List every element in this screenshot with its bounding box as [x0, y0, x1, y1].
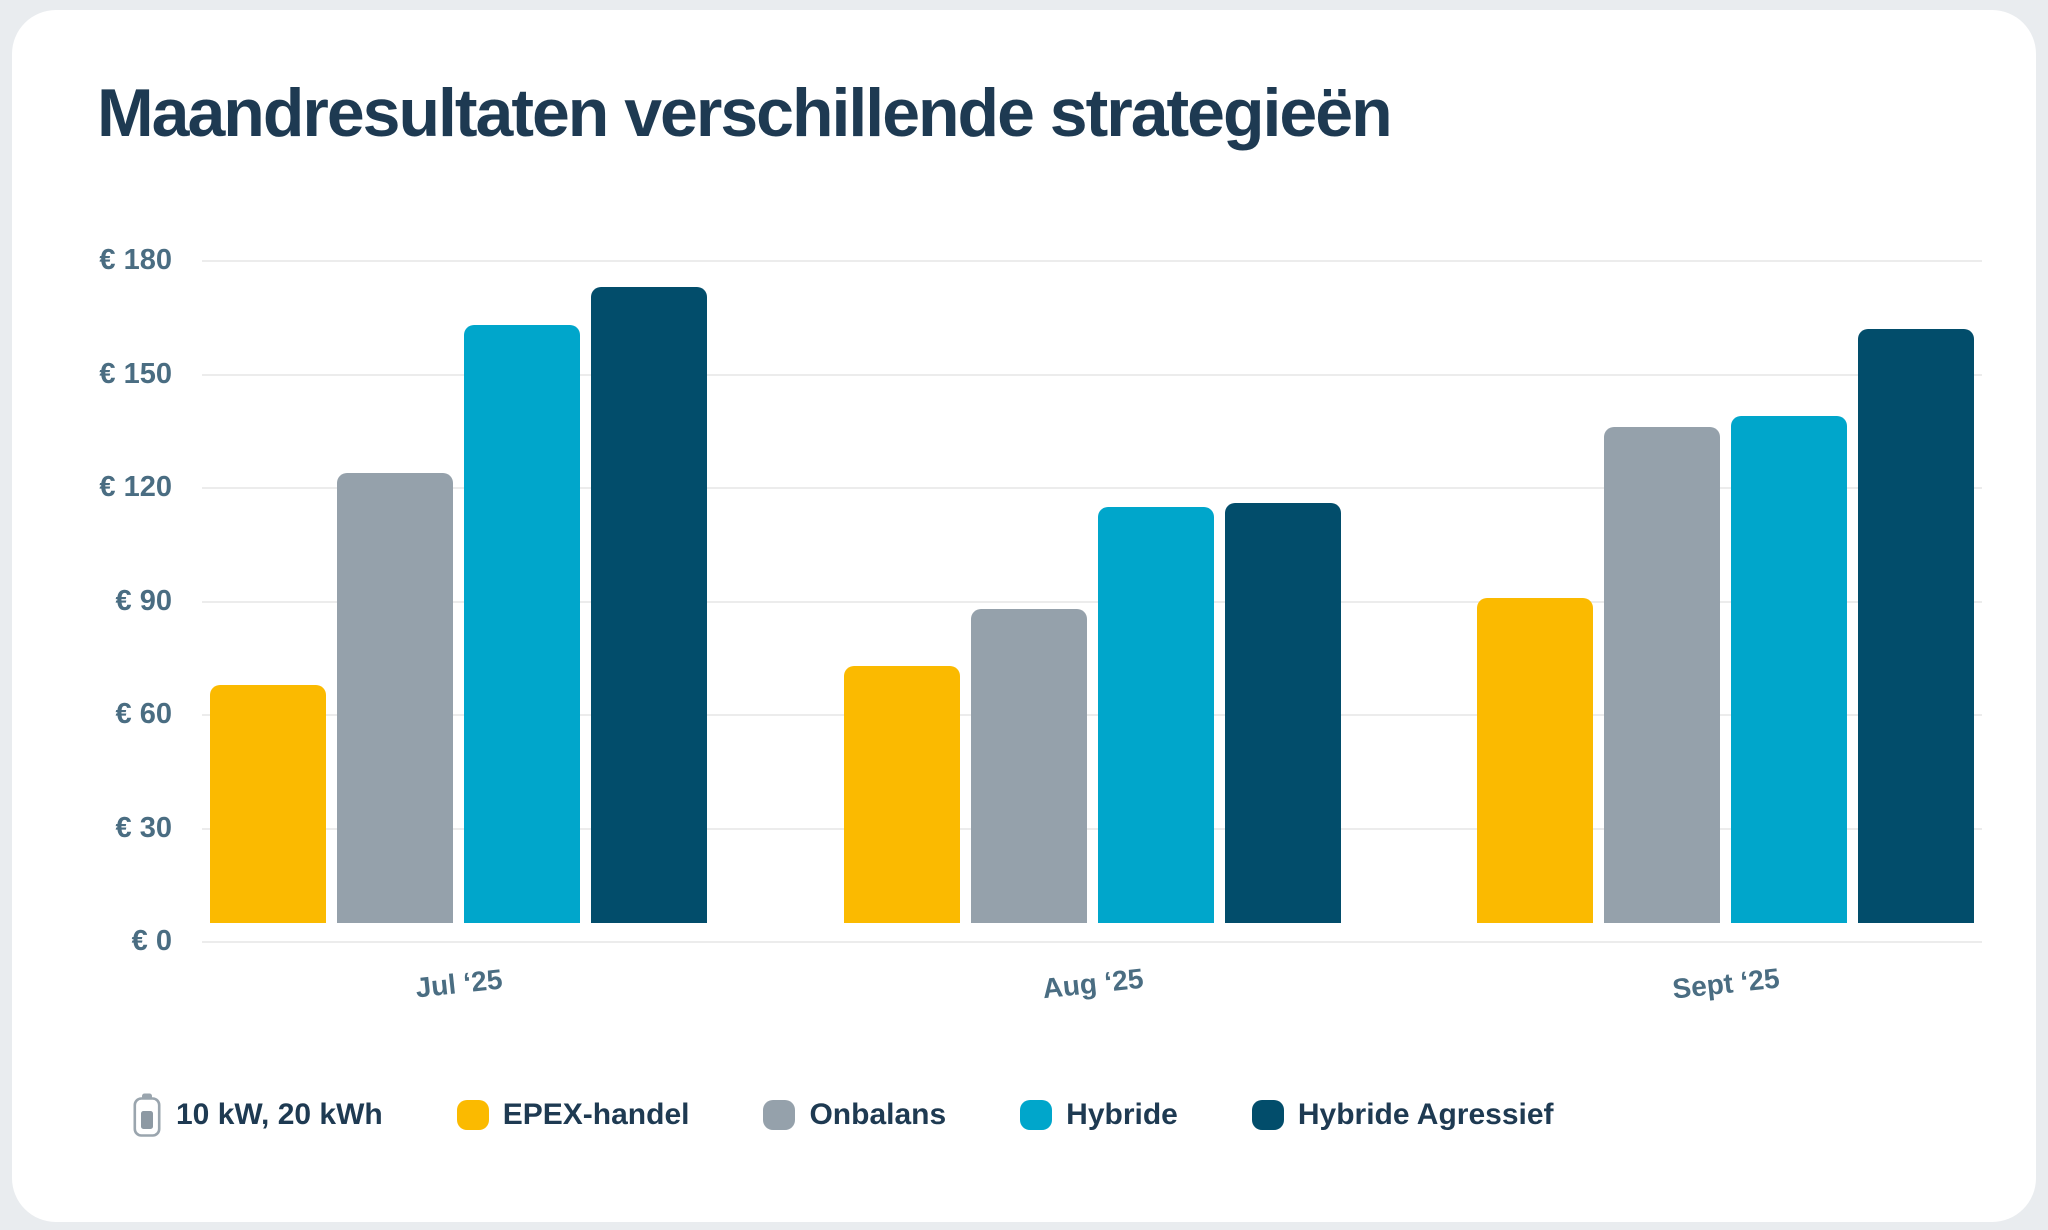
- legend-swatch: [763, 1100, 796, 1130]
- y-tick-label: € 30: [115, 811, 172, 844]
- x-tick-label: Jul ‘25: [413, 963, 504, 1004]
- y-tick-label: € 150: [99, 357, 172, 390]
- y-tick-label: € 60: [115, 698, 172, 730]
- bar-hybride-agressief[interactable]: [591, 287, 707, 923]
- bar-group-3: [1477, 329, 1974, 923]
- x-tick-label: Aug ‘25: [1040, 962, 1145, 1005]
- battery-icon: [133, 1093, 161, 1137]
- legend-item-hybride-agressief[interactable]: Hybride Agressief: [1251, 1098, 1554, 1132]
- gridline: [202, 373, 1982, 376]
- bar-group-1: [210, 287, 707, 923]
- battery-label: 10 kW, 20 kWh: [176, 1098, 383, 1131]
- bar-onbalans[interactable]: [971, 608, 1087, 923]
- legend-label: EPEX-handel: [502, 1098, 690, 1131]
- bar-hybride[interactable]: [1731, 416, 1847, 923]
- y-tick-label: € 120: [99, 471, 172, 503]
- x-tick-label: Sept ‘25: [1670, 962, 1781, 1005]
- bar-hybride-agressief[interactable]: [1858, 329, 1974, 923]
- bar-onbalans[interactable]: [1604, 427, 1720, 923]
- chart-card: Maandresultaten verschillende strategieë…: [12, 10, 2036, 1222]
- legend-item-epex-handel[interactable]: EPEX-handel: [456, 1098, 690, 1132]
- gridline: [202, 827, 1982, 830]
- y-tick-label: € 0: [131, 925, 172, 957]
- bar-hybride-agressief[interactable]: [1225, 503, 1341, 923]
- y-tick-label: € 90: [115, 584, 172, 617]
- legend-swatch: [1020, 1100, 1053, 1130]
- legend-swatch: [456, 1100, 489, 1130]
- legend-item-onbalans[interactable]: Onbalans: [763, 1098, 946, 1132]
- gridline: [202, 714, 1982, 716]
- chart-legend: 10 kW, 20 kWh EPEX-handel Onbalans Hybride…: [132, 1092, 1554, 1138]
- bar-epex-handel[interactable]: [210, 684, 326, 923]
- legend-label: Onbalans: [809, 1098, 947, 1131]
- battery-spec: 10 kW, 20 kWh: [132, 1092, 383, 1138]
- bar-chart: € 0 € 30 € 60 € 90 € 120 € 150 € 180 Jul ‘25 Au…: [12, 10, 2036, 1222]
- gridline: [202, 600, 1982, 603]
- legend-label: Hybride: [1066, 1098, 1178, 1131]
- bar-epex-handel[interactable]: [1477, 597, 1593, 923]
- bar-onbalans[interactable]: [337, 472, 453, 923]
- gridline: [202, 941, 1982, 943]
- gridline: [202, 487, 1982, 489]
- legend-swatch: [1251, 1100, 1284, 1130]
- gridline: [202, 260, 1982, 262]
- y-tick-label: € 180: [99, 244, 172, 276]
- chart-title: Maandresultaten verschillende strategieë…: [97, 75, 1393, 151]
- bar-epex-handel[interactable]: [844, 665, 960, 923]
- bar-group-2: [844, 503, 1341, 923]
- bar-hybride[interactable]: [464, 325, 580, 923]
- bar-hybride[interactable]: [1098, 506, 1214, 923]
- legend-label: Hybride Agressief: [1297, 1098, 1554, 1131]
- legend-item-hybride[interactable]: Hybride: [1020, 1098, 1178, 1132]
